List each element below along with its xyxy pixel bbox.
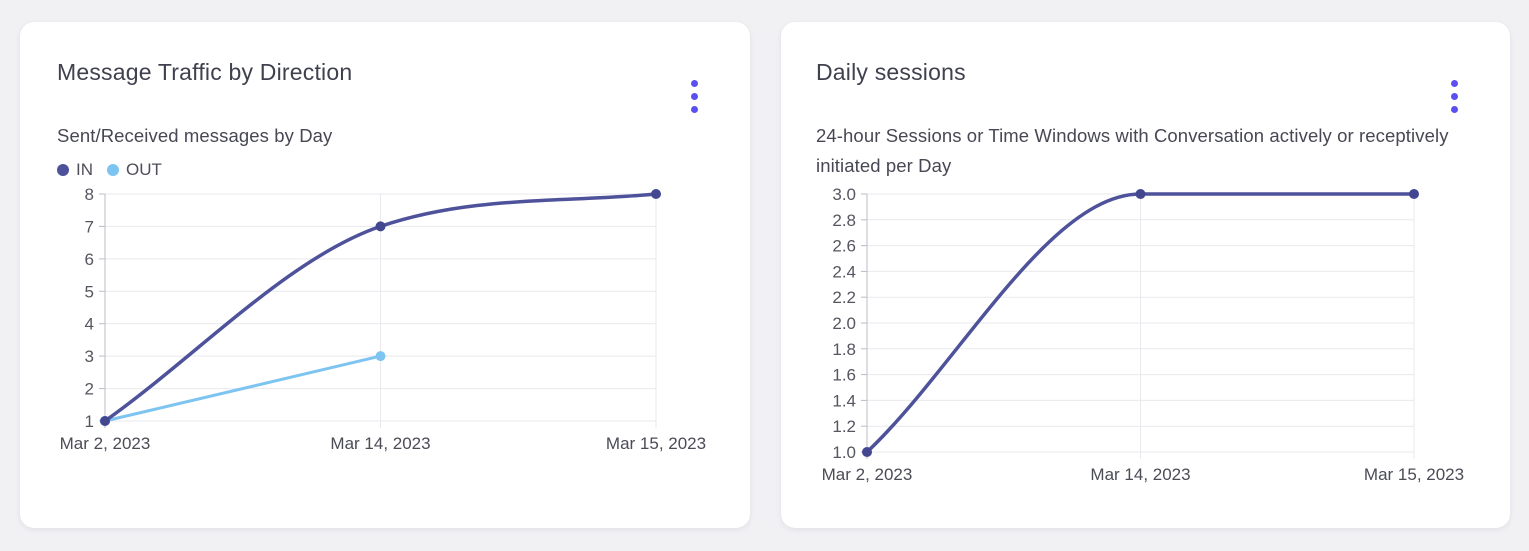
message-traffic-chart[interactable]: 8 7 6 5 4 3 2 1 Mar 2, 2023 Mar 14, 2023 Mar 15, 2… bbox=[50, 181, 730, 459]
daily-sessions-card: Daily sessions 24-hour Sessions or Time … bbox=[781, 22, 1510, 528]
svg-text:Mar 15, 2023: Mar 15, 2023 bbox=[1364, 465, 1464, 484]
svg-text:Mar 2, 2023: Mar 2, 2023 bbox=[822, 465, 913, 484]
svg-text:2.2: 2.2 bbox=[832, 288, 856, 307]
kebab-dot bbox=[1451, 93, 1458, 100]
kebab-dot bbox=[691, 106, 698, 113]
svg-text:1.2: 1.2 bbox=[832, 417, 856, 436]
card-title: Daily sessions bbox=[816, 59, 966, 85]
legend-item-in[interactable]: IN bbox=[57, 160, 93, 180]
svg-text:Mar 2, 2023: Mar 2, 2023 bbox=[60, 434, 151, 453]
svg-text:Mar 15, 2023: Mar 15, 2023 bbox=[606, 434, 706, 453]
kebab-menu-icon[interactable] bbox=[683, 74, 706, 119]
svg-text:2.6: 2.6 bbox=[832, 237, 856, 256]
card-subtitle: Sent/Received messages by Day bbox=[57, 125, 333, 146]
svg-text:6: 6 bbox=[85, 250, 94, 269]
legend-label-out: OUT bbox=[126, 160, 162, 179]
legend-dot-in bbox=[57, 164, 69, 176]
svg-text:2.4: 2.4 bbox=[832, 262, 856, 281]
svg-text:1: 1 bbox=[85, 412, 94, 431]
svg-text:3: 3 bbox=[85, 347, 94, 366]
svg-text:2.0: 2.0 bbox=[832, 314, 856, 333]
kebab-menu-icon[interactable] bbox=[1443, 74, 1466, 119]
svg-text:1.6: 1.6 bbox=[832, 366, 856, 385]
svg-text:8: 8 bbox=[85, 185, 94, 204]
svg-text:1.4: 1.4 bbox=[832, 391, 856, 410]
svg-text:1.0: 1.0 bbox=[832, 443, 856, 462]
svg-text:2: 2 bbox=[85, 380, 94, 399]
chart-legend: IN OUT bbox=[57, 159, 730, 181]
svg-text:Mar 14, 2023: Mar 14, 2023 bbox=[1090, 465, 1190, 484]
card-subtitle: 24-hour Sessions or Time Windows with Co… bbox=[816, 125, 1449, 176]
kebab-dot bbox=[1451, 80, 1458, 87]
svg-text:4: 4 bbox=[85, 315, 94, 334]
message-traffic-card: Message Traffic by Direction Sent/Receiv… bbox=[20, 22, 750, 528]
kebab-dot bbox=[691, 93, 698, 100]
svg-text:3.0: 3.0 bbox=[832, 185, 856, 204]
kebab-dot bbox=[691, 80, 698, 87]
svg-text:7: 7 bbox=[85, 217, 94, 236]
legend-item-out[interactable]: OUT bbox=[107, 160, 162, 180]
kebab-dot bbox=[1451, 106, 1458, 113]
daily-sessions-chart[interactable]: 3.0 2.8 2.6 2.4 2.2 2.0 1.8 1.6 1.4 1.2 1.0 Mar 2, … bbox=[809, 181, 1489, 491]
card-title: Message Traffic by Direction bbox=[57, 59, 353, 85]
svg-text:5: 5 bbox=[85, 282, 94, 301]
legend-dot-out bbox=[107, 164, 119, 176]
svg-text:1.8: 1.8 bbox=[832, 340, 856, 359]
svg-text:Mar 14, 2023: Mar 14, 2023 bbox=[330, 434, 430, 453]
svg-text:2.8: 2.8 bbox=[832, 211, 856, 230]
legend-label-in: IN bbox=[76, 160, 93, 179]
